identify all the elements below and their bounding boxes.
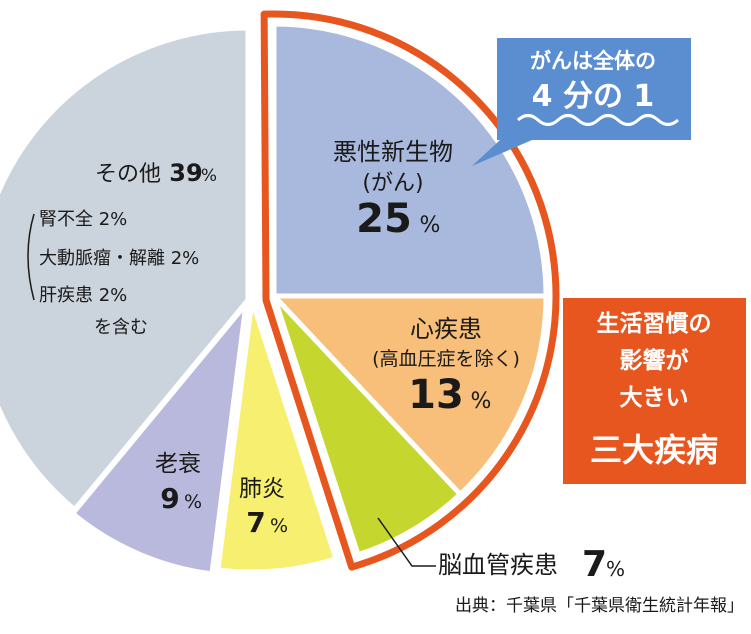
callout-lifestyle-line2: 影響が: [620, 347, 689, 374]
label-stroke-leader: [377, 517, 436, 567]
label-pneumonia-name: 肺炎: [239, 476, 285, 502]
pie-slice-cancer: [271, 21, 549, 299]
label-heart-name: 心疾患: [410, 315, 482, 343]
label-senility-name: 老衰: [155, 451, 201, 477]
label-pneumonia-value: 7: [246, 506, 265, 539]
lifestyle-highlight-outline: [260, 10, 560, 571]
callout-lifestyle-line4: 三大疾病: [590, 431, 718, 469]
label-pneumonia-pct: %: [270, 515, 288, 537]
pie-slice-senility: [70, 301, 249, 577]
label-heart: 心疾患 (高血圧症を除く) 13 %: [372, 315, 520, 418]
label-heart-pct: %: [471, 389, 492, 414]
label-other-name: その他: [95, 162, 161, 187]
label-stroke-name: 脳血管疾患: [438, 551, 558, 579]
callout-lifestyle: 生活習慣の 影響が 大きい 三大疾病: [563, 298, 746, 484]
pie-slice-pneumonia: [215, 297, 339, 575]
other-breakdown-item: 肝疾患 2%: [39, 285, 127, 306]
callout-lifestyle-line3: 大きい: [620, 385, 689, 411]
label-heart-value: 13: [408, 372, 464, 418]
label-other: その他 39 % 腎不全 2% 大動脈瘤・解離 2% 肝疾患 2% を含む: [27, 159, 217, 338]
pie-slice-other: [0, 25, 251, 513]
other-breakdown-note: を含む: [94, 317, 148, 338]
wave-underline: [516, 114, 680, 126]
label-other-value: 39: [169, 159, 202, 187]
label-cancer-name: 悪性新生物: [333, 138, 453, 166]
label-heart-sub: (高血圧症を除く): [372, 348, 520, 370]
callout-cancer-quarter-bubble: [472, 38, 691, 166]
pie-slice-stroke: [271, 293, 463, 558]
label-pneumonia: 肺炎 7 %: [239, 476, 288, 539]
pie-slice-heart: [271, 293, 549, 497]
label-senility-value: 9: [160, 482, 179, 515]
callout-cancer-quarter-line2: 4 分の 1: [532, 79, 655, 114]
other-breakdown-item: 腎不全 2%: [39, 209, 127, 230]
label-senility: 老衰 9 %: [155, 451, 202, 515]
callout-cancer-quarter: がんは全体の 4 分の 1: [472, 38, 691, 166]
label-stroke-pct: %: [606, 557, 625, 581]
label-stroke: 脳血管疾患 7 %: [377, 517, 625, 585]
label-cancer-sub: (がん): [362, 171, 423, 196]
other-breakdown-item: 大動脈瘤・解離 2%: [39, 248, 199, 269]
label-cancer-pct: %: [420, 213, 441, 238]
callout-lifestyle-box: [563, 298, 746, 484]
source-note: 出典：千葉県「千葉県衛生統計年報」: [455, 596, 744, 616]
other-breakdown-bracket: [27, 213, 35, 301]
label-cancer-value: 25: [356, 196, 412, 242]
label-cancer: 悪性新生物 (がん) 25 %: [333, 138, 453, 242]
label-senility-pct: %: [184, 491, 202, 513]
pie-slices: [0, 21, 549, 577]
label-other-pct: %: [201, 166, 217, 186]
callout-lifestyle-line1: 生活習慣の: [597, 310, 712, 337]
label-stroke-value: 7: [582, 544, 607, 585]
callout-cancer-quarter-line1: がんは全体の: [530, 49, 656, 73]
